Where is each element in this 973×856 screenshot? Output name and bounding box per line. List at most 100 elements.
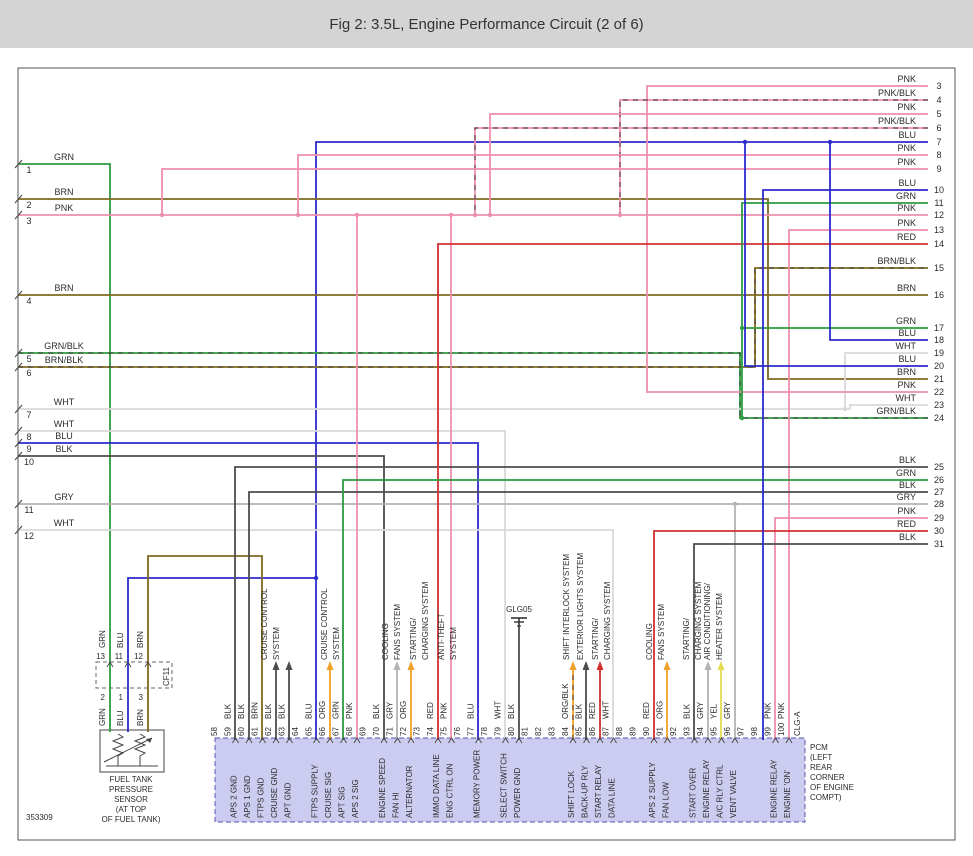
- cf11-pin-caret: [124, 661, 132, 668]
- pcm-pin-caret: [515, 737, 523, 744]
- right-pin-wire-label: BLU: [898, 354, 916, 364]
- pcm-pin-number: 90: [642, 727, 651, 736]
- system-arrowhead: [285, 661, 293, 670]
- pcm-pin-number: 85: [575, 727, 584, 736]
- right-pin-number: 5: [936, 109, 941, 119]
- pcm-pin-caret: [259, 737, 266, 744]
- left-pin-number: 10: [24, 457, 34, 467]
- figure-title-bar: Fig 2: 3.5L, Engine Performance Circuit …: [0, 0, 973, 48]
- pcm-pin-number: 65: [305, 727, 314, 736]
- pcm-pin-number: 77: [467, 727, 476, 736]
- right-pin-wire-label: PNK: [897, 143, 916, 153]
- system-label: SHIFT INTERLOCK SYSTEM: [562, 554, 571, 660]
- right-pin-wire-label: BLK: [899, 455, 916, 465]
- system-label: HEATER SYSTEM: [715, 593, 724, 660]
- pcm-pin-wire-color: PNK: [764, 702, 773, 719]
- system-arrowhead: [407, 661, 415, 670]
- pcm-pin-number: 99: [764, 727, 773, 736]
- left-pin-tick: [14, 525, 23, 535]
- right-pin-number: 16: [934, 290, 944, 300]
- wire-stripe: [619, 99, 928, 215]
- pcm-pin-caret: [610, 737, 617, 744]
- figure-title: Fig 2: 3.5L, Engine Performance Circuit …: [329, 15, 644, 33]
- system-label: SYSTEM: [332, 627, 341, 660]
- junction-dot: [313, 575, 319, 581]
- resistor-symbol: [111, 733, 125, 766]
- left-pin-wire-label: WHT: [54, 419, 75, 429]
- right-pin-number: 22: [934, 387, 944, 397]
- right-pin-number: 14: [934, 239, 944, 249]
- pcm-pin-wire-color: ORG: [399, 701, 408, 719]
- right-pin-wire-label: PNK: [897, 203, 916, 213]
- pcm-pin-wire-color: GRY: [723, 701, 732, 719]
- pcm-pin-function-label: APS 2 GND: [230, 775, 239, 818]
- pcm-pin-number: 82: [534, 727, 543, 736]
- sensor-caption: (AT TOP: [116, 805, 147, 814]
- pcm-pin-caret: [785, 737, 793, 744]
- wire-pnk-25: [774, 517, 928, 740]
- right-pin-number: 30: [934, 526, 944, 536]
- pcm-pin-caret: [475, 737, 482, 744]
- right-pin-wire-label: GRN/BLK: [876, 406, 916, 416]
- pcm-pin-number: 69: [359, 727, 368, 736]
- pcm-pin-caret: [502, 737, 509, 744]
- left-pin-tick: [14, 290, 23, 300]
- right-pin-number: 27: [934, 487, 944, 497]
- pcm-pin-function-label: FTPS GND: [257, 777, 266, 818]
- pcm-caption: CORNER: [810, 773, 845, 782]
- pcm-pin-caret: [448, 737, 455, 744]
- junction-dot: [617, 212, 623, 218]
- wire-wht-16: [18, 529, 614, 740]
- left-pin-wire-label: BRN/BLK: [45, 355, 84, 365]
- pcm-pin-number: 58: [210, 727, 219, 736]
- system-label: STARTING/: [591, 617, 600, 660]
- pcm-pin-caret: [353, 737, 361, 744]
- pcm-pin-wire-color: PNK: [777, 702, 786, 719]
- wire-grn-33: [741, 202, 928, 418]
- pcm-pin-caret: [596, 737, 604, 744]
- right-pin-wire-label: GRN: [896, 468, 916, 478]
- pcm-connector-id: CLG-A: [793, 711, 802, 736]
- pcm-pin-caret: [704, 737, 712, 744]
- junction-dot: [739, 415, 745, 421]
- right-pin-number: 31: [934, 539, 944, 549]
- figure-code: 353309: [26, 813, 53, 822]
- cf11-pin-caret: [144, 661, 152, 668]
- pcm-pin-wire-color: ORG: [318, 701, 327, 719]
- right-pin-wire-label: PNK: [897, 380, 916, 390]
- left-pin-tick: [14, 499, 23, 509]
- pcm-pin-number: 80: [507, 727, 516, 736]
- pcm-pin-number: 97: [737, 727, 746, 736]
- pcm-pin-number: 92: [669, 727, 678, 736]
- pcm-pin-caret: [407, 737, 415, 744]
- right-pin-wire-label: PNK: [897, 157, 916, 167]
- pcm-caption: (LEFT: [810, 753, 832, 762]
- system-label: FANS SYSTEM: [657, 604, 666, 660]
- pcm-pin-function-label: ENG CTRL ON: [446, 763, 455, 818]
- right-pin-wire-label: PNK: [897, 102, 916, 112]
- pcm-pin-wire-color: WHT: [602, 701, 611, 719]
- left-pin-tick: [14, 426, 23, 436]
- pcm-pin-function-label: APS 2 SIG: [351, 779, 360, 818]
- pcm-pin-number: 74: [426, 727, 435, 736]
- wire-stripe: [18, 267, 928, 368]
- left-pin-tick: [14, 348, 23, 358]
- pcm-pin-number: 83: [548, 727, 557, 736]
- pcm-pin-number: 87: [602, 727, 611, 736]
- left-pin-number: 5: [26, 354, 31, 364]
- diagram-border: [17, 67, 956, 841]
- right-pin-wire-label: BLU: [898, 178, 916, 188]
- wire-pnk-26: [788, 229, 928, 740]
- pcm-pin-function-label: FAN LOW: [662, 782, 671, 818]
- pcm-pin-number: 64: [291, 727, 300, 736]
- sensor-pin-number: 11: [115, 652, 124, 661]
- pcm-pin-caret: [583, 737, 590, 744]
- left-pin-tick: [14, 159, 23, 169]
- sensor-caption: OF FUEL TANK): [102, 815, 161, 824]
- cf11-connector-id: CF11: [162, 666, 171, 686]
- sensor-caption: SENSOR: [114, 795, 148, 804]
- right-pin-number: 7: [936, 137, 941, 147]
- pcm-pin-number: 71: [386, 727, 395, 736]
- pcm-pin-wire-color: GRY: [696, 701, 705, 719]
- system-label: FANS SYSTEM: [393, 604, 402, 660]
